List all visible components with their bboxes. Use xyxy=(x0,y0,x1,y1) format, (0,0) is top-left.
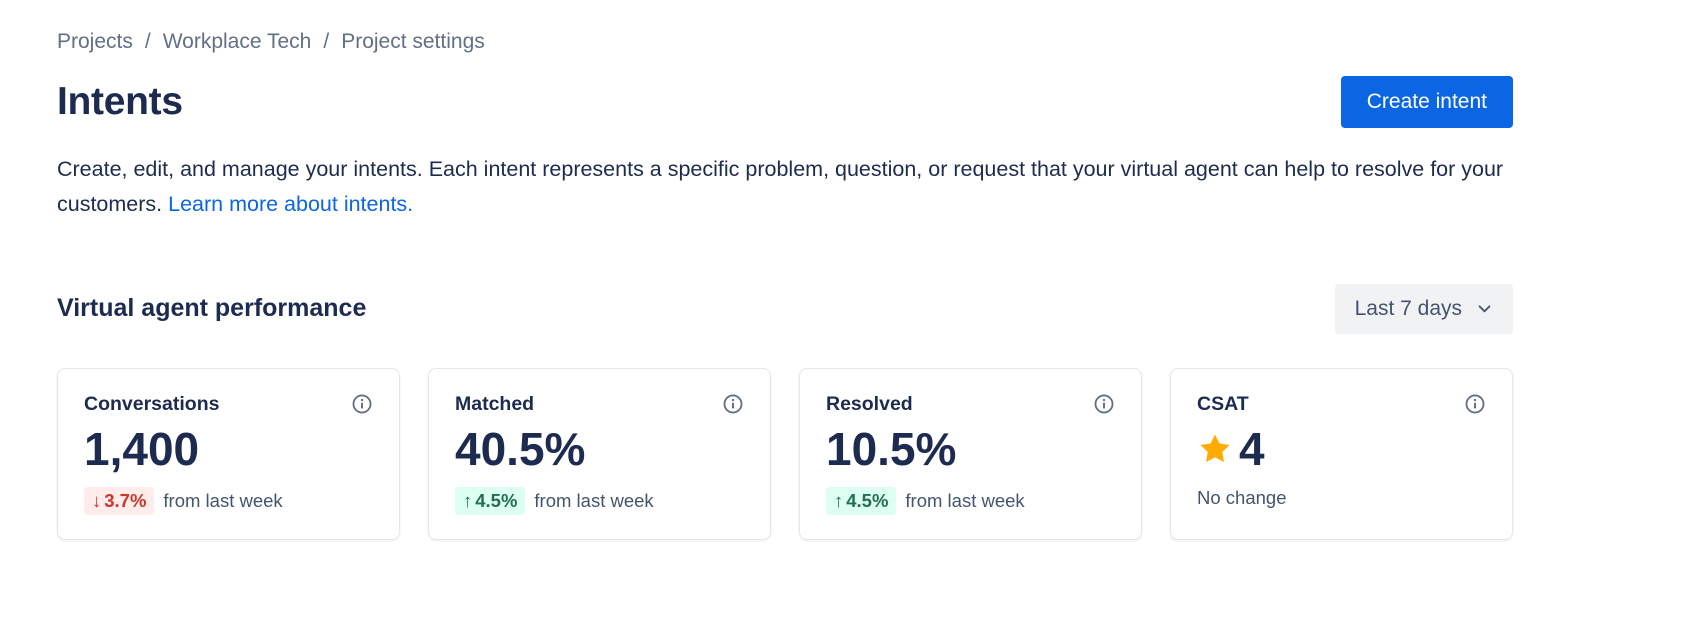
card-header: CSAT xyxy=(1197,393,1486,416)
performance-section-title: Virtual agent performance xyxy=(57,294,367,323)
card-header: Matched xyxy=(455,393,744,416)
description-text: Create, edit, and manage your intents. E… xyxy=(57,157,1504,216)
info-icon[interactable] xyxy=(1464,393,1486,415)
breadcrumb-project-settings[interactable]: Project settings xyxy=(341,30,485,53)
card-value: 10.5% xyxy=(826,422,957,475)
performance-section-header: Virtual agent performance Last 7 days xyxy=(57,283,1513,334)
info-icon[interactable] xyxy=(351,393,373,415)
date-filter-value: Last 7 days xyxy=(1354,296,1462,320)
intents-page: Projects / Workplace Tech / Project sett… xyxy=(0,0,1691,540)
card-label: CSAT xyxy=(1197,392,1249,415)
card-label: Resolved xyxy=(826,392,913,415)
metric-cards: Conversations 1,400 3.7% from last week xyxy=(57,367,1513,540)
metric-card-resolved: Resolved 10.5% 4.5% from last week xyxy=(799,367,1142,540)
breadcrumb: Projects / Workplace Tech / Project sett… xyxy=(57,30,1513,54)
page-description: Create, edit, and manage your intents. E… xyxy=(57,152,1513,222)
breadcrumb-workplace-tech[interactable]: Workplace Tech xyxy=(162,30,312,53)
card-change: 4.5% from last week xyxy=(455,487,744,516)
breadcrumb-projects[interactable]: Projects xyxy=(57,30,133,53)
metric-card-conversations: Conversations 1,400 3.7% from last week xyxy=(57,367,400,540)
arrow-down-icon xyxy=(92,490,101,512)
csat-value: 4 xyxy=(1239,422,1265,475)
create-intent-button[interactable]: Create intent xyxy=(1340,76,1513,128)
card-header: Conversations xyxy=(84,393,373,416)
card-header: Resolved xyxy=(826,393,1115,416)
breadcrumb-separator: / xyxy=(323,30,330,53)
change-value: 4.5% xyxy=(846,490,889,512)
card-value-csat: 4 xyxy=(1197,424,1486,475)
page-title: Intents xyxy=(57,80,183,123)
arrow-up-icon xyxy=(463,490,472,512)
change-badge-positive: 4.5% xyxy=(826,487,897,516)
metric-card-matched: Matched 40.5% 4.5% from last week xyxy=(428,367,771,540)
change-value: 4.5% xyxy=(475,490,518,512)
card-value: 1,400 xyxy=(84,422,200,475)
card-change: No change xyxy=(1197,487,1486,509)
change-value: 3.7% xyxy=(104,490,147,512)
info-icon[interactable] xyxy=(1093,393,1115,415)
card-label: Matched xyxy=(455,392,535,415)
card-label: Conversations xyxy=(84,392,220,415)
change-badge-positive: 4.5% xyxy=(455,487,526,516)
change-note: from last week xyxy=(163,490,283,512)
change-note: from last week xyxy=(534,490,654,512)
date-filter-dropdown[interactable]: Last 7 days xyxy=(1334,283,1513,334)
change-badge-negative: 3.7% xyxy=(84,487,155,516)
info-icon[interactable] xyxy=(722,393,744,415)
card-change: 3.7% from last week xyxy=(84,487,373,516)
arrow-up-icon xyxy=(834,490,843,512)
change-note: from last week xyxy=(905,490,1025,512)
card-change: 4.5% from last week xyxy=(826,487,1115,516)
star-icon xyxy=(1197,431,1233,467)
change-note: No change xyxy=(1197,487,1287,509)
card-value: 40.5% xyxy=(455,422,586,475)
chevron-down-icon xyxy=(1476,300,1493,317)
metric-card-csat: CSAT 4 No change xyxy=(1170,367,1513,540)
breadcrumb-separator: / xyxy=(144,30,151,53)
page-header: Intents Create intent xyxy=(57,76,1513,128)
learn-more-link[interactable]: Learn more about intents. xyxy=(168,191,414,216)
